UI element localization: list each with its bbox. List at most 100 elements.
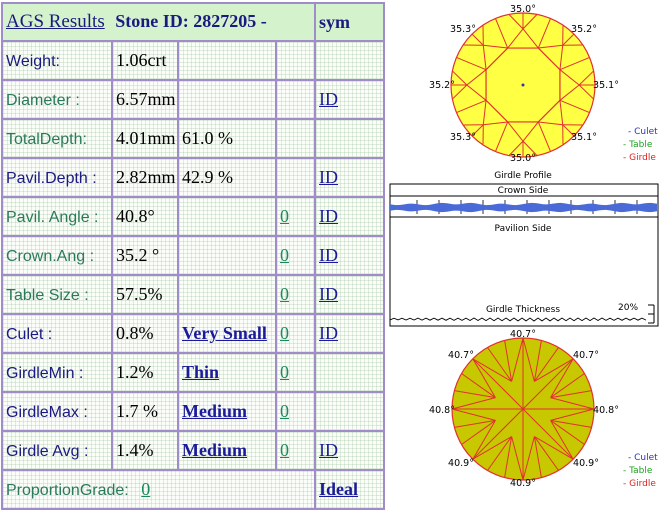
row-value-cell: 1.4% <box>111 430 179 471</box>
crown-culet-dot <box>521 83 525 87</box>
row-label-cell: GirdleMin : <box>1 352 113 393</box>
row-label-cell: Diameter : <box>1 79 113 120</box>
proportion-cell: ProportionGrade: 0 <box>0 469 317 510</box>
row-label: Crown.Ang : <box>6 248 95 265</box>
row-grade-cell: 0 <box>274 235 317 276</box>
row-label-cell: TotalDepth: <box>1 118 113 159</box>
row-id-cell: ID <box>314 157 386 198</box>
row-label: Weight: <box>6 53 60 70</box>
row-extra-link[interactable]: Medium <box>182 440 247 460</box>
row-label: Pavil.Depth : <box>6 170 97 187</box>
row-id-cell: ID <box>314 274 386 315</box>
row-id-cell: ID <box>314 235 386 276</box>
result-row: TotalDepth: 4.01mm 61.0 % <box>1 118 386 159</box>
legend-table: - Table <box>623 140 653 150</box>
row-id-cell: ID <box>314 313 386 354</box>
row-id-cell: ID <box>314 196 386 237</box>
sym-label: sym <box>319 11 351 32</box>
proportion-grade-link[interactable]: 0 <box>141 479 151 499</box>
proportion-result-cell: Ideal <box>314 469 386 510</box>
crown-facets <box>451 13 595 157</box>
row-value-cell: 6.57mm <box>111 79 179 120</box>
row-extra: 61.0 % <box>182 128 233 148</box>
row-id-link[interactable]: ID <box>319 245 339 265</box>
row-extra-cell: 61.0 % <box>177 118 277 159</box>
header-row: AGS Results Stone ID: 2827205 - sym <box>0 2 386 42</box>
row-label-cell: Culet : <box>1 313 113 354</box>
row-id-link[interactable]: ID <box>319 323 339 343</box>
row-value-cell: 4.01mm <box>111 118 179 159</box>
crown-angle-top-left: 35.3° <box>450 24 476 35</box>
pavilion-angle-bottom: 40.9° <box>510 478 536 489</box>
pavilion-angle-top-left: 40.7° <box>448 350 474 361</box>
girdle-band <box>390 202 657 213</box>
row-extra-cell <box>177 196 277 237</box>
row-grade-link[interactable]: 0 <box>280 440 289 460</box>
crown-angle-bottom-right: 35.1° <box>571 132 597 143</box>
proportion-row: ProportionGrade: 0 Ideal <box>0 469 386 510</box>
row-label-cell: Pavil.Depth : <box>1 157 113 198</box>
row-value: 35.2 ° <box>116 245 160 265</box>
crown-angle-right: 35.1° <box>593 80 619 91</box>
row-extra-link[interactable]: Very Small <box>182 323 267 343</box>
row-id-link[interactable]: ID <box>319 167 339 187</box>
crown-angle-bottom: 35.0° <box>510 153 536 164</box>
row-grade-link[interactable]: 0 <box>280 401 289 421</box>
legend-table-2: - Table <box>623 466 653 476</box>
row-extra: 42.9 % <box>182 167 233 187</box>
crown-side-label: Crown Side <box>498 186 549 196</box>
row-grade-cell: 0 <box>274 313 317 354</box>
row-grade-link[interactable]: 0 <box>280 245 289 265</box>
row-extra-cell: Medium <box>177 391 277 432</box>
row-value-cell: 1.06crt <box>111 40 179 81</box>
row-grade-link[interactable]: 0 <box>280 284 289 304</box>
thickness-scale-bracket <box>648 304 655 324</box>
row-label-cell: Pavil. Angle : <box>1 196 113 237</box>
row-grade-link[interactable]: 0 <box>280 206 289 226</box>
row-id-link[interactable]: ID <box>319 440 339 460</box>
row-grade-link[interactable]: 0 <box>280 362 289 382</box>
row-id-link[interactable]: ID <box>319 284 339 304</box>
ideal-link[interactable]: Ideal <box>319 479 359 499</box>
row-label-cell: Table Size : <box>1 274 113 315</box>
row-value: 1.06crt <box>116 50 167 70</box>
row-extra-cell <box>177 235 277 276</box>
crown-angle-left: 35.2° <box>429 80 455 91</box>
sym-cell: sym <box>314 2 386 42</box>
row-label: GirdleMax : <box>6 404 88 421</box>
row-value: 57.5% <box>116 284 163 304</box>
row-id-link[interactable]: ID <box>319 206 339 226</box>
row-label: TotalDepth: <box>6 131 87 148</box>
row-label: Diameter : <box>6 92 80 109</box>
row-label-cell: Girdle Avg : <box>1 430 113 471</box>
crown-diagram: 35.0° 35.3° 35.2° 35.2° 35.1° 35.3° 35.1… <box>429 4 658 181</box>
row-label: Girdle Avg : <box>6 443 89 460</box>
thickness-scale-label: 20% <box>618 303 638 313</box>
result-row: Culet : 0.8% Very Small 0 ID <box>1 313 386 354</box>
row-grade-link[interactable]: 0 <box>280 323 289 343</box>
row-id-link[interactable]: ID <box>319 89 339 109</box>
row-value-cell: 1.2% <box>111 352 179 393</box>
proportion-grade-label: ProportionGrade: <box>6 482 129 499</box>
row-value-cell: 0.8% <box>111 313 179 354</box>
result-row: Table Size : 57.5% 0 ID <box>1 274 386 315</box>
row-extra-link[interactable]: Thin <box>182 362 220 382</box>
row-value-cell: 57.5% <box>111 274 179 315</box>
row-label-cell: GirdleMax : <box>1 391 113 432</box>
row-value: 1.7 % <box>116 401 158 421</box>
result-row: GirdleMin : 1.2% Thin 0 <box>1 352 386 393</box>
row-extra-link[interactable]: Medium <box>182 401 247 421</box>
pavilion-angle-bottom-left: 40.9° <box>448 458 474 469</box>
pavilion-angle-right: 40.8° <box>593 405 619 416</box>
legend-girdle: - Girdle <box>623 153 656 163</box>
row-extra-cell <box>177 274 277 315</box>
ags-results-link[interactable]: AGS Results <box>6 11 105 32</box>
row-label: Culet : <box>6 326 53 343</box>
result-row: Crown.Ang : 35.2 ° 0 ID <box>1 235 386 276</box>
pavilion-diagram: 40.7° 40.7° 40.7° 40.8° 40.8° 40.9° 40.9… <box>429 329 658 489</box>
row-grade-cell: 0 <box>274 274 317 315</box>
girdle-profile-chart: Crown Side Pavilion Side Girdle Thicknes… <box>389 183 659 327</box>
row-value-cell: 1.7 % <box>111 391 179 432</box>
row-extra-cell: Very Small <box>177 313 277 354</box>
row-label: Pavil. Angle : <box>6 209 99 226</box>
